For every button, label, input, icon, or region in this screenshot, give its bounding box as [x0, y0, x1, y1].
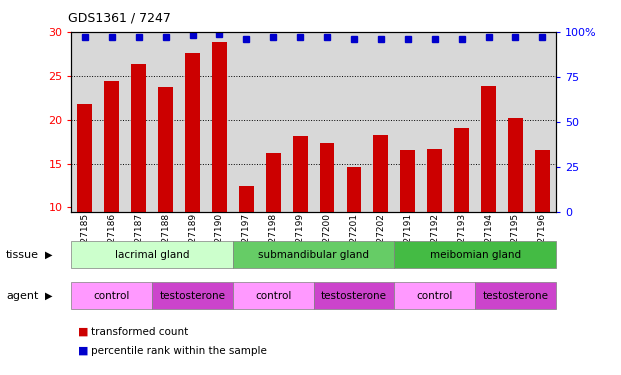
Text: ■: ■: [78, 346, 88, 355]
Text: agent: agent: [6, 291, 39, 301]
Text: transformed count: transformed count: [91, 327, 189, 337]
Text: lacrimal gland: lacrimal gland: [115, 250, 189, 259]
Bar: [212, 42, 227, 212]
Bar: [314, 282, 394, 309]
Text: testosterone: testosterone: [160, 291, 225, 301]
Text: control: control: [94, 291, 130, 301]
Bar: [158, 87, 173, 212]
Bar: [71, 282, 152, 309]
Text: testosterone: testosterone: [321, 291, 387, 301]
Bar: [373, 135, 388, 212]
Bar: [131, 64, 146, 212]
Text: ▶: ▶: [45, 250, 52, 259]
Text: meibomian gland: meibomian gland: [430, 250, 520, 259]
Text: testosterone: testosterone: [483, 291, 548, 301]
Bar: [292, 136, 307, 212]
Text: tissue: tissue: [6, 250, 39, 259]
Text: ▶: ▶: [45, 291, 52, 301]
Text: control: control: [417, 291, 453, 301]
Bar: [475, 282, 556, 309]
Bar: [394, 282, 475, 309]
Text: submandibular gland: submandibular gland: [258, 250, 369, 259]
Text: GDS1361 / 7247: GDS1361 / 7247: [68, 11, 171, 24]
Bar: [481, 86, 496, 212]
Text: ■: ■: [78, 327, 88, 337]
Bar: [320, 142, 335, 212]
Bar: [152, 282, 233, 309]
Bar: [233, 282, 314, 309]
Bar: [185, 53, 200, 212]
Bar: [233, 241, 394, 268]
Bar: [347, 167, 361, 212]
Bar: [394, 241, 556, 268]
Bar: [239, 186, 254, 212]
Bar: [508, 118, 523, 212]
Bar: [401, 150, 415, 212]
Bar: [78, 104, 93, 212]
Bar: [535, 150, 550, 212]
Bar: [427, 148, 442, 212]
Text: percentile rank within the sample: percentile rank within the sample: [91, 346, 267, 355]
Bar: [104, 81, 119, 212]
Text: control: control: [255, 291, 291, 301]
Bar: [454, 129, 469, 212]
Bar: [71, 241, 233, 268]
Bar: [266, 153, 281, 212]
